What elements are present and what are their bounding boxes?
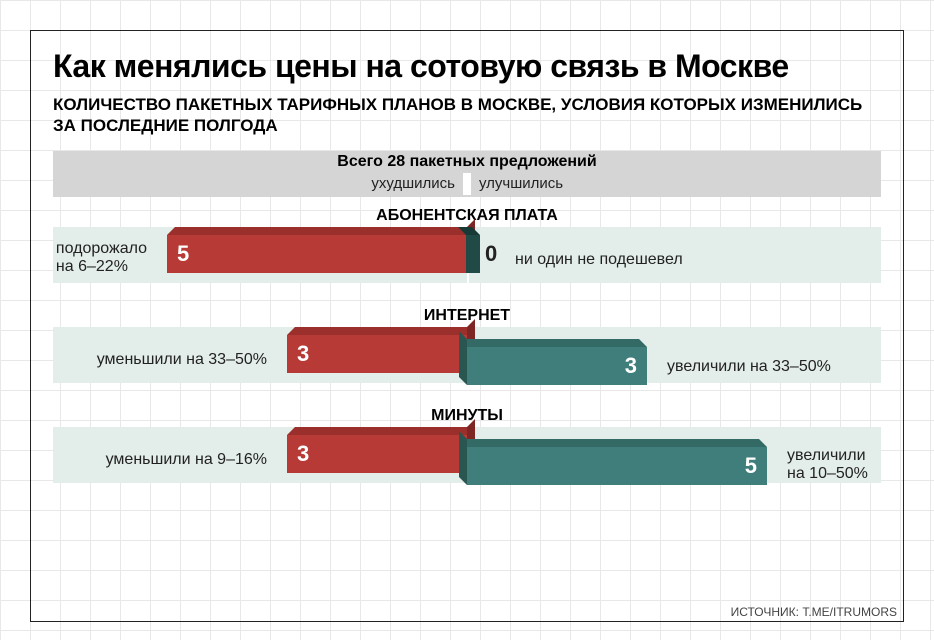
caption-improved: увеличилина 10–50% (787, 447, 868, 484)
legend-left-label: ухудшились (371, 175, 455, 192)
bar-improved: 3 (467, 347, 647, 385)
caption-worsened: подорожалона 6–22% (56, 240, 147, 277)
bar-improved: 5 (467, 447, 767, 485)
chart-row: 3 уменьшили на 9–16% 5 увеличилина 10–50% (53, 427, 881, 497)
bar-worsened: 5 (167, 235, 467, 273)
bar-value: 5 (177, 241, 189, 267)
bar-improved-zero (466, 235, 480, 273)
bar-value: 3 (297, 441, 309, 467)
caption-improved: ни один не подешевел (515, 251, 683, 269)
chart-row: 5 подорожалона 6–22% 0 ни один не подешевел (53, 227, 881, 297)
caption-improved: увеличили на 33–50% (667, 358, 831, 376)
legend-right-label: улучшились (479, 175, 563, 192)
source-label: ИСТОЧНИК: T.ME/ITRUMORS (731, 605, 897, 619)
bar-value: 0 (485, 241, 497, 267)
legend: Всего 28 пакетных предложений ухудшились… (53, 151, 881, 197)
bar-worsened: 3 (287, 435, 467, 473)
chart-frame: Как менялись цены на сотовую связь в Мос… (30, 30, 904, 622)
chart-canvas: Как менялись цены на сотовую связь в Мос… (0, 0, 934, 640)
bar-worsened: 3 (287, 335, 467, 373)
sections-container: АБОНЕНТСКАЯ ПЛАТА5подорожалона 6–22%0ни … (53, 207, 881, 497)
bar-value: 5 (745, 453, 757, 479)
bar-value: 3 (625, 353, 637, 379)
caption-worsened: уменьшили на 9–16% (106, 451, 267, 469)
chart-title: Как менялись цены на сотовую связь в Мос… (53, 49, 881, 84)
chart-row: 3 уменьшили на 33–50% 3 увеличили на 33–50% (53, 327, 881, 397)
legend-divider (463, 173, 471, 195)
chart-subtitle: КОЛИЧЕСТВО ПАКЕТНЫХ ТАРИФНЫХ ПЛАНОВ В МО… (53, 94, 881, 137)
bar-value: 3 (297, 341, 309, 367)
caption-worsened: уменьшили на 33–50% (97, 351, 267, 369)
legend-title: Всего 28 пакетных предложений (53, 153, 881, 171)
